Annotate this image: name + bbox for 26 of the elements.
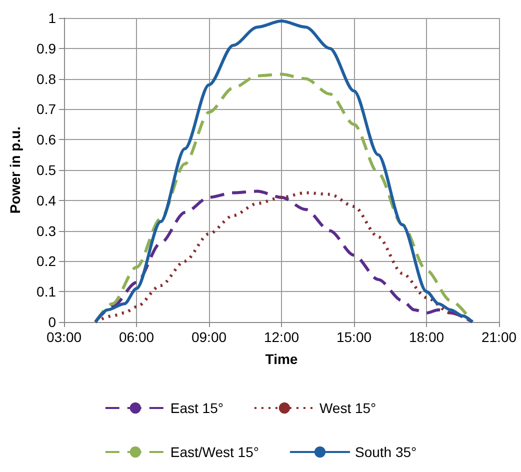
x-tick-label: 21:00	[481, 329, 517, 345]
legend-label: West 15°	[319, 400, 376, 416]
y-tick-label: 0.8	[36, 70, 56, 87]
y-axis-title: Power in p.u.	[7, 126, 23, 214]
legend-label: East/West 15°	[170, 444, 259, 460]
y-tick-label: 1	[48, 10, 56, 26]
y-tick-label: 0	[48, 314, 56, 330]
legend-label: South 35°	[354, 444, 417, 460]
y-tick-label: 0.1	[36, 284, 56, 300]
y-tick-label: 0.4	[36, 192, 56, 208]
x-tick-label: 06:00	[118, 329, 154, 345]
x-tick-label: 09:00	[191, 329, 227, 345]
y-tick-label: 0.9	[36, 40, 56, 56]
legend-label: East 15°	[170, 400, 224, 416]
x-tick-label: 12:00	[264, 329, 300, 345]
y-tick-label: 0.6	[36, 132, 56, 148]
x-tick-label: 15:00	[336, 329, 372, 345]
line-series	[94, 20, 474, 324]
x-tick-label: 03:00	[46, 329, 82, 345]
y-tick-label: 0.2	[36, 253, 56, 270]
y-tick-label: 0.3	[36, 222, 56, 239]
y-tick-label: 0.5	[36, 162, 56, 178]
x-axis-title: Time	[265, 351, 298, 367]
y-tick-label: 0.7	[36, 101, 56, 118]
x-tick-label: 18:00	[408, 329, 444, 345]
line-series	[94, 72, 474, 324]
